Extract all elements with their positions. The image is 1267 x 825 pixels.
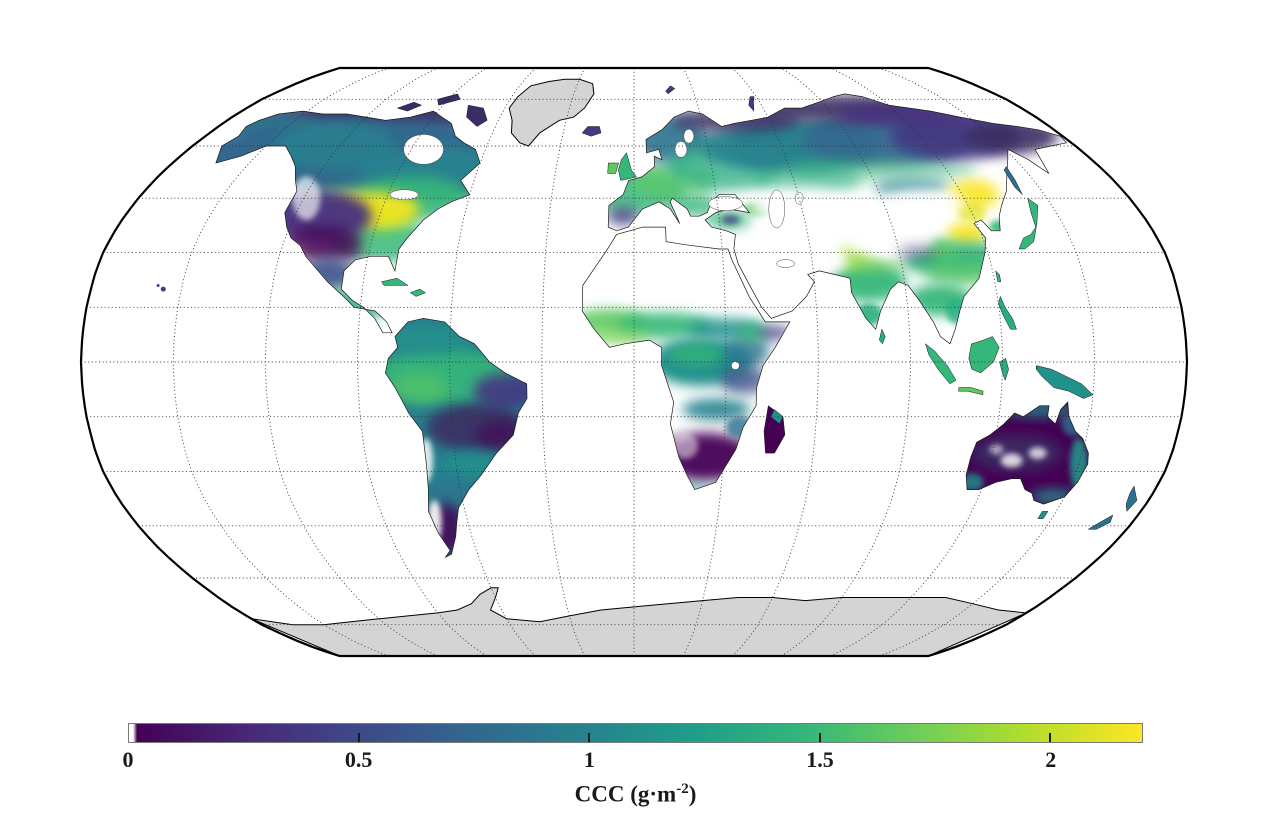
island-sulawesi (999, 358, 1009, 381)
water-persian-gulf (776, 259, 795, 268)
colorbar-tick-mark (358, 733, 361, 742)
colorbar-tick-labels: 0 0.5 1 1.5 2 (123, 747, 1143, 775)
island-svalbard (665, 85, 676, 95)
water-black-sea (708, 196, 743, 211)
meridian--150 (172, 67, 389, 657)
projection-outline (79, 66, 1189, 658)
island-java (958, 387, 984, 396)
colorbar-tick-label-0: 0 (122, 747, 134, 772)
colorbar-gradient (128, 723, 1143, 743)
colorbar-tick-mark (1048, 733, 1051, 742)
no-data-greenland (508, 78, 595, 147)
island-madagascar-north (770, 408, 784, 425)
island-hawaii (160, 286, 166, 292)
water-hudson-bay (403, 134, 444, 165)
colorbar-tick-mark (588, 733, 591, 742)
island-great-britain (618, 152, 638, 181)
continent-africa (581, 226, 791, 491)
island-hawaii (156, 283, 160, 287)
island-hispaniola (409, 288, 427, 297)
island-taiwan (995, 270, 1002, 283)
graticule (81, 67, 1187, 657)
water-lake-victoria (731, 361, 740, 370)
water-baltic-sea-s (674, 141, 688, 158)
colorbar-tick-label-15: 1.5 (806, 747, 834, 772)
island-new-zealand-north (1125, 485, 1138, 512)
meridian--30 (541, 67, 586, 657)
island-borneo (968, 336, 1000, 374)
meridian--120 (264, 67, 438, 657)
meridian-150 (879, 67, 1096, 657)
colorbar-tick-mark (818, 733, 821, 742)
meridian--90 (357, 67, 488, 657)
no-data-antarctica (251, 587, 1029, 657)
meridian-120 (830, 67, 1004, 657)
colorbar-tick-label-2: 2 (1045, 747, 1057, 772)
island-philippines (998, 295, 1017, 330)
water-great-lakes (389, 189, 419, 200)
island-cuba (381, 277, 409, 286)
meridian-90 (780, 67, 911, 657)
colorbar-tick-label-05: 0.5 (344, 747, 373, 772)
world-map-robinson (79, 66, 1189, 658)
island-novaya-zemlya (748, 96, 755, 112)
island-ireland (607, 162, 619, 174)
island-sri-lanka (879, 328, 886, 345)
colorbar-label: CCC (g·m-2) (574, 781, 697, 807)
meridian-30 (682, 67, 727, 657)
water-baltic-sea-n (683, 128, 695, 144)
island-new-guinea (1035, 365, 1094, 399)
island-baffin-island (466, 104, 488, 127)
island-victoria-island (396, 101, 423, 112)
water-caspian-sea (768, 189, 786, 229)
meridian-60 (731, 67, 819, 657)
island-sakhalin (1003, 166, 1023, 195)
island-sumatra (925, 343, 957, 385)
colorbar-tick-label-1: 1 (583, 747, 595, 772)
meridian--60 (449, 67, 537, 657)
island-tasmania (1037, 511, 1049, 519)
island-iceland (581, 126, 602, 137)
